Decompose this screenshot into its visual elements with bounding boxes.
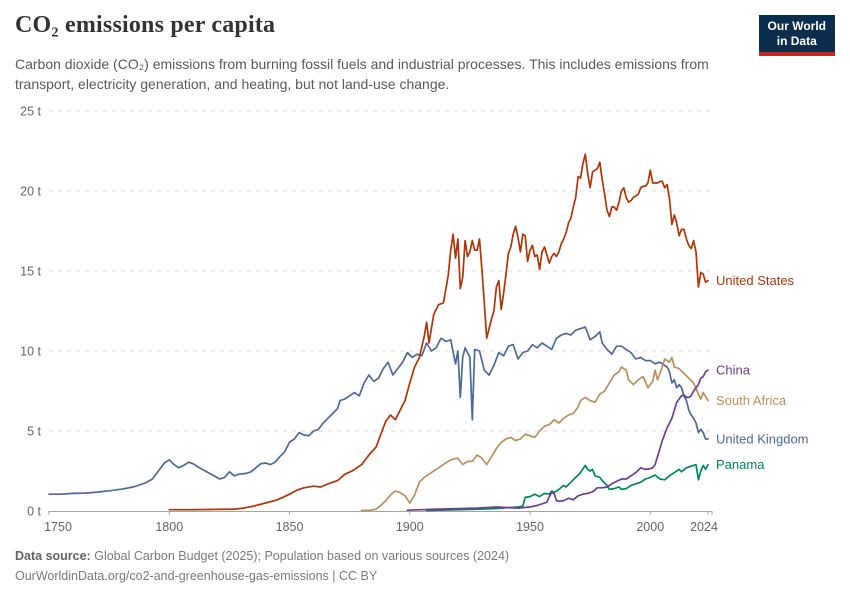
chart-footer: Data source: Global Carbon Budget (2025)…: [15, 546, 795, 586]
series-line-united-states[interactable]: [168, 153, 709, 511]
series-lines: [48, 153, 709, 512]
footer-url-link[interactable]: OurWorldinData.org/co2-and-greenhouse-ga…: [15, 569, 378, 583]
x-axis-tick-label-2024: 2024: [690, 520, 718, 534]
series-label-south-africa[interactable]: South Africa: [716, 393, 787, 408]
series-line-south-africa[interactable]: [360, 356, 709, 512]
data-source-label: Data source:: [15, 549, 91, 563]
gridlines: 0 t 5 t 10 t 15 t 20 t 25 t: [20, 105, 713, 519]
y-axis-tick-label-0: 0 t: [27, 505, 41, 519]
y-axis-tick-label-10: 10 t: [20, 345, 41, 359]
series-end-labels: United States China South Africa United Kin…: [716, 273, 809, 472]
x-axis-tick-label-2000: 2000: [636, 520, 664, 534]
page-title: CO₂ emissions per capita: [15, 12, 276, 38]
x-axis-tick-label-1850: 1850: [276, 520, 304, 534]
series-label-united-kingdom[interactable]: United Kingdom: [716, 432, 809, 447]
x-axis-tick-label-1950: 1950: [516, 520, 544, 534]
series-line-china[interactable]: [406, 369, 709, 512]
series-label-united-states[interactable]: United States: [716, 273, 795, 288]
y-axis-tick-label-20: 20 t: [20, 185, 41, 199]
series-label-china[interactable]: China: [716, 363, 751, 378]
data-source-line: Data source: Global Carbon Budget (2025)…: [15, 546, 795, 566]
series-line-united-kingdom[interactable]: [48, 326, 709, 496]
y-axis-tick-label-25: 25 t: [20, 105, 41, 119]
owid-logo-line1: Our World: [767, 19, 826, 33]
owid-logo[interactable]: Our World in Data: [758, 15, 835, 56]
y-axis-tick-label-15: 15 t: [20, 265, 41, 279]
y-axis-tick-label-5: 5 t: [27, 425, 41, 439]
series-line-panama[interactable]: [425, 463, 709, 512]
x-axis-tick-label-1800: 1800: [155, 520, 183, 534]
chart-subtitle: Carbon dioxide (CO₂) emissions from burn…: [15, 56, 709, 93]
data-source-text: Global Carbon Budget (2025); Population …: [94, 549, 510, 563]
owid-logo-line2: in Data: [776, 34, 817, 48]
x-axis-tick-label-1750: 1750: [44, 520, 72, 534]
x-axis: 1750 1800 1850 1900 1950 2000 2024: [44, 511, 718, 534]
series-label-panama[interactable]: Panama: [716, 457, 765, 472]
x-axis-tick-label-1900: 1900: [396, 520, 424, 534]
